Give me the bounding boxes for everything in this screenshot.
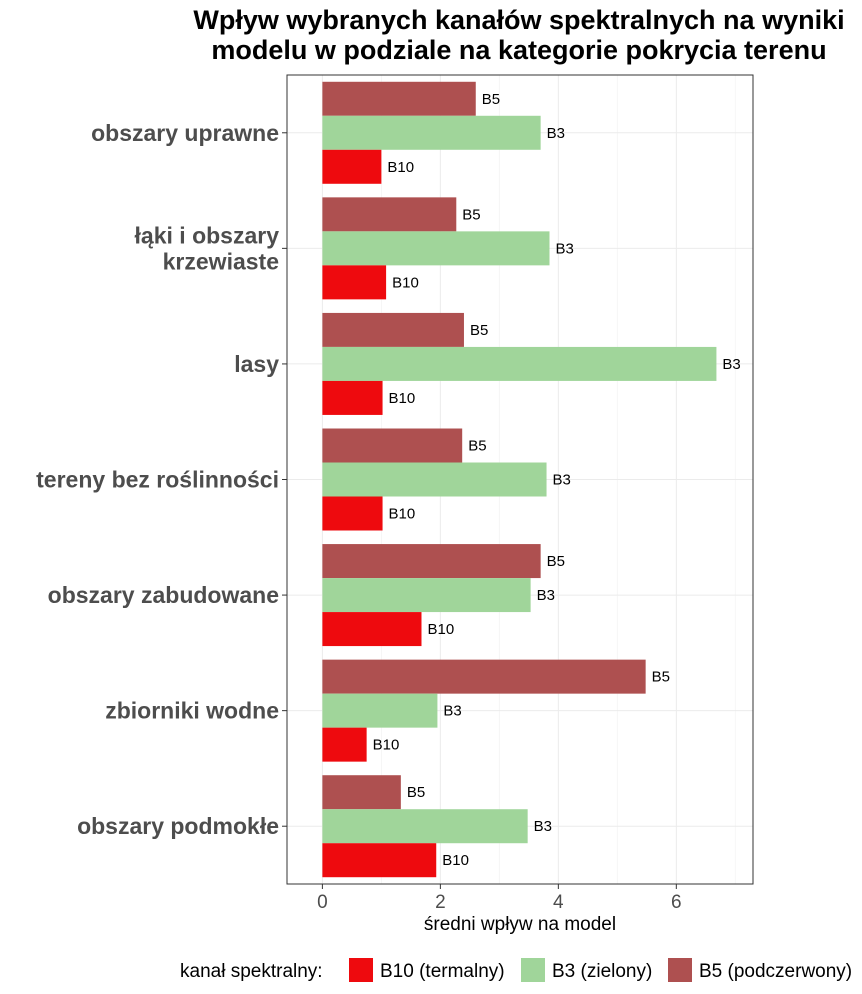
bar-label: B10: [442, 852, 469, 869]
chart-title: Wpływ wybranych kanałów spektralnych na …: [193, 5, 844, 65]
bar-b5: [322, 659, 646, 694]
bar-b10: [322, 265, 387, 300]
bar-label: B3: [722, 356, 740, 373]
legend-key-b5: [668, 958, 692, 982]
bar-labels: B5 B3 B10 B5 B3 B10 B5 B3 B10 B5 B3 B10 B5 B3 B10 B5 B3 B…: [373, 91, 741, 869]
bar-b10: [322, 149, 382, 184]
chart-title-line: Wpływ wybranych kanałów spektralnych na …: [193, 5, 844, 35]
category-label: lasy: [234, 351, 279, 377]
bar-label: B10: [392, 274, 419, 291]
legend-label: B5 (podczerwony): [699, 961, 852, 982]
bar-b10: [322, 496, 383, 531]
bar-b5: [322, 544, 541, 579]
bar-label: B5: [547, 553, 565, 570]
category-label: zbiorniki wodne: [105, 698, 279, 724]
bar-b3: [322, 231, 550, 266]
bar-label: B10: [387, 159, 414, 176]
legend-title: kanał spektralny:: [180, 961, 323, 982]
x-tick-label: 6: [671, 892, 682, 913]
legend: kanał spektralny: B10 (termalny) B3 (zielo…: [180, 958, 852, 982]
bar-label: B3: [443, 703, 461, 720]
bar-b5: [322, 81, 476, 116]
bar-b3: [322, 578, 531, 613]
bar-label: B5: [407, 784, 425, 801]
bar-b10: [322, 727, 367, 762]
x-tick-label: 4: [553, 892, 564, 913]
x-tick-label: 0: [317, 892, 328, 913]
bars: [322, 81, 717, 878]
bar-label: B3: [534, 818, 552, 835]
category-label: łąki i obszary krzewiaste: [135, 222, 280, 274]
y-axis: obszary uprawne łąki i obszary krzewiaste l…: [36, 120, 287, 839]
legend-label: B10 (termalny): [380, 961, 505, 982]
category-label: obszary zabudowane: [48, 582, 279, 608]
bar-label: B10: [427, 621, 454, 638]
bar-label: B3: [547, 125, 565, 142]
bar-label: B3: [553, 472, 571, 489]
bar-label: B3: [537, 587, 555, 604]
bar-label: B10: [373, 737, 400, 754]
bar-label: B10: [389, 390, 416, 407]
chart-title-line: modelu w podziale na kategorie pokrycia …: [211, 35, 826, 65]
bar-label: B10: [389, 506, 416, 523]
bar-b10: [322, 380, 383, 415]
category-label: obszary uprawne: [91, 120, 279, 146]
bar-label: B3: [555, 240, 573, 257]
x-axis-title: średni wpływ na model: [424, 914, 616, 935]
category-label: obszary podmokłe: [77, 813, 279, 839]
bar-b5: [322, 428, 463, 463]
bar-b3: [322, 462, 547, 497]
bar-label: B5: [482, 91, 500, 108]
bar-b3: [322, 115, 541, 150]
legend-label: B3 (zielony): [552, 961, 652, 982]
bar-label: B5: [462, 206, 480, 223]
bar-label: B5: [468, 438, 486, 455]
legend-key-b10: [349, 958, 373, 982]
bar-b10: [322, 612, 422, 647]
bar-b3: [322, 346, 717, 381]
bar-b5: [322, 197, 457, 232]
bar-b3: [322, 693, 438, 728]
x-axis: 0 2 4 6: [317, 884, 682, 913]
bar-label: B5: [470, 322, 488, 339]
bar-b5: [322, 312, 464, 347]
bar-label: B5: [652, 669, 670, 686]
bar-b10: [322, 843, 437, 878]
category-label: tereny bez roślinności: [36, 467, 279, 493]
bar-b3: [322, 809, 528, 844]
bar-b5: [322, 775, 401, 810]
legend-key-b3: [521, 958, 545, 982]
x-tick-label: 2: [435, 892, 446, 913]
